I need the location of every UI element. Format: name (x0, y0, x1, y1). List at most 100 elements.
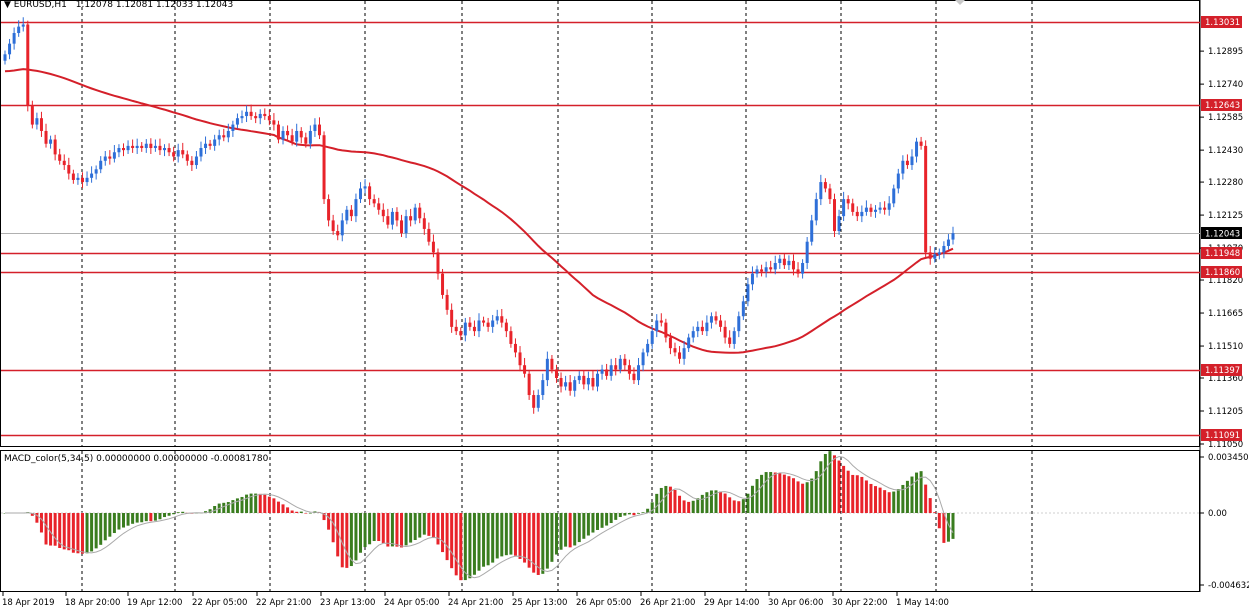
candle-body (482, 320, 486, 323)
macd-bar (500, 513, 504, 557)
candle-body (436, 252, 440, 274)
candle-body (623, 358, 627, 366)
macd-bar (240, 496, 244, 513)
price-axis-label: 1.12895 (1208, 47, 1243, 57)
macd-bar (413, 513, 417, 541)
candle-body (532, 395, 536, 408)
level-price-tag-text: 1.11397 (1205, 366, 1240, 376)
macd-bar (158, 513, 162, 520)
macd-bar (664, 485, 668, 513)
candle-body (541, 380, 545, 396)
macd-bar (386, 513, 390, 547)
macd-bar (541, 513, 545, 574)
macd-bar (349, 513, 353, 567)
candle-body (878, 207, 882, 210)
candle-body (919, 141, 923, 146)
candle-body (946, 239, 950, 246)
candle-body (741, 301, 745, 317)
candle-body (181, 150, 185, 155)
macd-bar (673, 489, 677, 513)
candle-body (381, 209, 385, 217)
candle-body (103, 156, 107, 161)
macd-bar (705, 492, 709, 513)
macd-bar (910, 476, 914, 513)
macd-bar (359, 513, 362, 553)
macd-indicator-label: MACD_color(5,34,5) 0.00000000 0.00000000… (4, 454, 269, 464)
macd-bar (122, 513, 125, 528)
macd-bar (395, 513, 399, 547)
macd-bar (823, 453, 827, 513)
candle-body (933, 254, 937, 259)
macd-bar (299, 511, 303, 513)
candle-body (3, 54, 7, 61)
level-price-tag-text: 1.13031 (1205, 18, 1240, 28)
macd-bar (53, 513, 57, 546)
macd-bar (696, 498, 700, 513)
macd-bar (491, 513, 495, 563)
candle-body (937, 252, 941, 255)
level-price-tag-text: 1.11860 (1205, 268, 1240, 278)
macd-bar (905, 480, 909, 513)
candle-body (472, 326, 476, 332)
macd-bar (454, 513, 458, 576)
current-price-tag (1201, 227, 1242, 239)
macd-bar (390, 513, 394, 547)
candle-body (545, 358, 549, 381)
candle-body (144, 143, 148, 149)
candle-body (126, 145, 130, 151)
macd-bar (746, 493, 750, 513)
macd-bar (181, 511, 185, 513)
macd-bar (755, 479, 759, 513)
macd-bar (709, 490, 713, 513)
macd-bar (99, 513, 103, 545)
candle-body (728, 337, 732, 344)
macd-bar (363, 513, 367, 548)
macd-bar (805, 482, 809, 513)
candle-body (586, 377, 590, 385)
macd-bar (901, 484, 905, 513)
candle-body (518, 352, 522, 366)
time-axis-label: 26 Apr 21:00 (640, 598, 695, 608)
moving-average-line (4, 68, 954, 354)
candle-body (833, 199, 836, 232)
candle-body (463, 322, 467, 336)
macd-bar (345, 513, 349, 568)
candle-body (454, 326, 458, 332)
candle-body (887, 203, 891, 210)
macd-axis: 0.0034506 0.00 -0.0046327 (1, 453, 1249, 591)
candle-body (709, 316, 713, 323)
macd-bar (855, 475, 859, 513)
price-axis-label: 1.11360 (1208, 374, 1243, 384)
macd-bar (149, 513, 153, 522)
macd-bar (874, 486, 878, 513)
collapse-triangle-icon[interactable]: ▼ (4, 0, 11, 10)
macd-bar (39, 513, 43, 533)
candle-body (140, 145, 144, 149)
candle-body (491, 320, 495, 327)
macd-bar (732, 500, 736, 513)
macd-bar (846, 470, 850, 513)
candle-body (705, 322, 709, 332)
macd-bar (928, 498, 932, 513)
macd-bar (153, 513, 157, 521)
candle-body (869, 207, 873, 212)
macd-axis-label: -0.0046327 (1208, 581, 1249, 591)
candle-body (796, 269, 800, 274)
macd-bar (404, 513, 408, 546)
candle-body (131, 145, 135, 149)
macd-bar (851, 474, 855, 513)
macd-bar (258, 493, 262, 513)
candle-body (755, 269, 759, 274)
candle-body (240, 116, 244, 119)
horizontal-levels[interactable] (1, 21, 1200, 437)
macd-bar (204, 511, 208, 513)
shift-marker-icon[interactable] (955, 0, 965, 5)
candle-body (773, 262, 777, 270)
macd-bar (354, 513, 358, 561)
candle-body (495, 316, 499, 321)
macd-bar (691, 500, 695, 513)
candle-body (317, 124, 321, 136)
macd-bar (249, 493, 253, 513)
candle-body (213, 139, 217, 146)
